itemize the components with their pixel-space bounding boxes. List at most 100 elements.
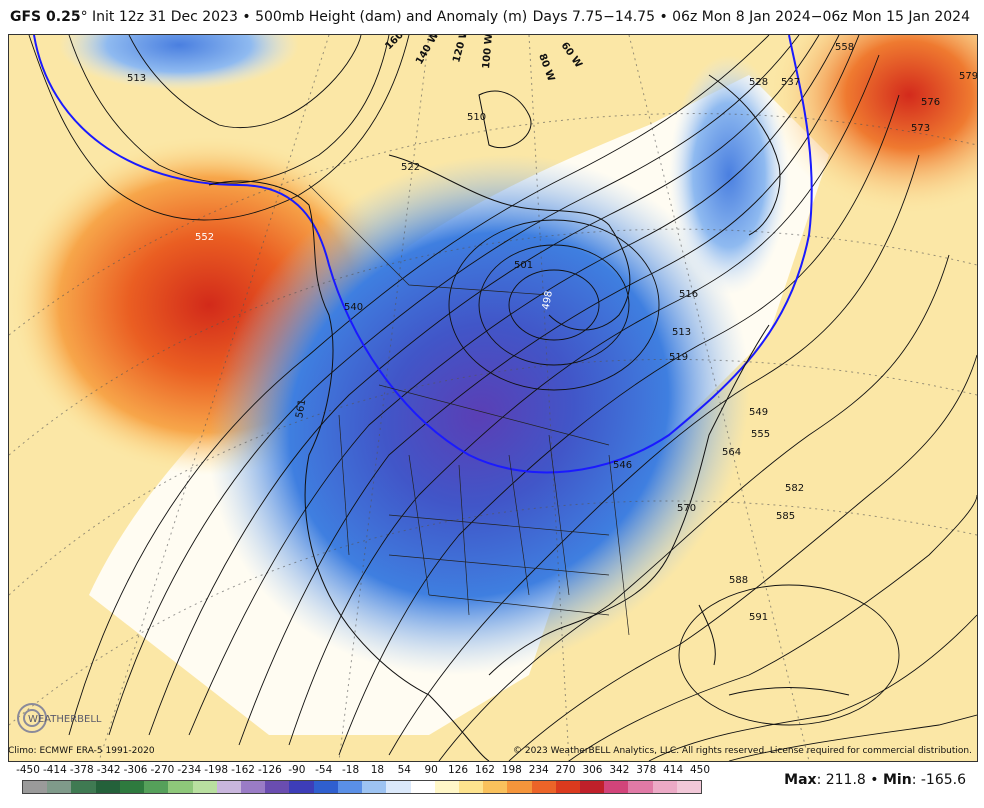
title-bar: GFS 0.25° Init 12z 31 Dec 2023 • 500mb H…: [0, 0, 984, 34]
colorbar-swatch: [580, 781, 605, 793]
colorbar-tick-label: -270: [150, 764, 175, 776]
colorbar-swatch: [192, 781, 217, 793]
colorbar-tick-label: 54: [397, 764, 411, 776]
contour-label: 570: [677, 503, 696, 514]
colorbar-tick-label: -234: [177, 764, 202, 776]
weatherbell-swirl-icon: WEATHERBELL: [17, 703, 102, 733]
colorbar-tick-label: -306: [123, 764, 148, 776]
contour-label: 564: [722, 447, 741, 458]
colorbar-tick-label: 378: [636, 764, 657, 776]
colorbar-swatch: [119, 781, 145, 793]
colorbar-swatch: [289, 781, 314, 793]
colorbar-swatch: [240, 781, 266, 793]
colorbar-tick-label: -90: [288, 764, 306, 776]
colorbar-tick-label: -18: [341, 764, 360, 776]
contour-label: 582: [785, 483, 804, 494]
graticule: [9, 35, 977, 761]
climo-note: Climo: ECMWF ERA-5 1991-2020: [8, 746, 155, 756]
colorbar-swatch: [604, 781, 629, 793]
colorbar-swatch: [676, 781, 702, 793]
colorbar-swatch: [555, 781, 581, 793]
init-time: Init 12z 31 Dec 2023: [92, 9, 238, 25]
colorbar-swatch: [168, 781, 193, 793]
colorbar-tick-label: 18: [370, 764, 385, 776]
contour-label: 540: [344, 302, 363, 313]
colorbar-swatch: [410, 781, 435, 793]
height-contours: [28, 35, 977, 761]
contour-label: 561: [294, 398, 308, 419]
contour-label: 573: [911, 123, 930, 134]
degree-sign: °: [80, 9, 88, 25]
colorbar-tick-labels: -450 -414 -378 -342 -306 -270 -234 -198 -162 -126…: [8, 764, 710, 778]
contour-label: 528: [749, 77, 768, 88]
colorbar-swatch: [265, 781, 290, 793]
colorbar-tick-label: 342: [609, 764, 630, 776]
colorbar-swatch: [531, 781, 556, 793]
colorbar-tick-label: 414: [663, 764, 684, 776]
colorbar-tick-label: -126: [257, 764, 282, 776]
contour-label: 558: [835, 42, 854, 53]
map-panel: 513 498 501 510 513 516 519 522 528 537 …: [8, 34, 978, 762]
colorbar-swatch: [628, 781, 653, 793]
contour-label: 501: [514, 260, 533, 271]
copyright-note: © 2023 WeatherBELL Analytics, LLC. All r…: [513, 746, 972, 756]
max-label: Max: [784, 772, 817, 788]
contour-label: 513: [127, 73, 146, 84]
colorbar-swatch: [652, 781, 677, 793]
contour-label: 510: [467, 112, 486, 123]
colorbar-swatch: [313, 781, 338, 793]
greenland-negative-anomaly: [669, 55, 789, 295]
contour-label: 585: [776, 511, 795, 522]
colorbar-swatch: [458, 781, 484, 793]
colorbar-swatch: [386, 781, 411, 793]
colorbar-tick-label: 234: [528, 764, 549, 776]
trough-negative-anomaly: [208, 154, 750, 676]
weatherbell-logo: WEATHERBELL: [14, 698, 104, 738]
contour-label: 522: [401, 162, 420, 173]
logo-text: WEATHERBELL: [28, 714, 102, 725]
contour-label: 579: [959, 71, 977, 82]
coastlines: [208, 74, 850, 761]
contour-label: 519: [669, 352, 688, 363]
contour-label: 546: [613, 460, 632, 471]
contour-label-group: 513 498 501 510 513 516 519 522 528 537 …: [127, 42, 977, 623]
contour-label: 591: [749, 612, 768, 623]
colorbar-swatch: [47, 781, 72, 793]
min-value: : -165.6: [911, 772, 966, 788]
product-name: 500mb Height (dam) and Anomaly (m): [255, 9, 528, 25]
colorbar-swatch: [95, 781, 120, 793]
colorbar-tick-label: -414: [42, 764, 67, 776]
contour-label: 513: [672, 327, 691, 338]
contour-label: 552: [195, 232, 214, 243]
contour-label: 516: [679, 289, 698, 300]
colorbar-tick-label: -54: [315, 764, 333, 776]
colorbar-tick-label: 162: [474, 764, 495, 776]
max-value: : 211.8: [816, 772, 866, 788]
contour-label: 576: [921, 97, 940, 108]
arctic-negative-anomaly: [59, 35, 299, 90]
colorbar-tick-label: -378: [69, 764, 94, 776]
colorbar-swatch: [483, 781, 508, 793]
anomaly-map: 513 498 501 510 513 516 519 522 528 537 …: [9, 35, 977, 761]
colorbar-swatch: [337, 781, 363, 793]
model-name: GFS 0.25: [10, 9, 81, 25]
contour-label: 498: [541, 290, 555, 311]
max-min-separator: •: [865, 772, 883, 788]
min-label: Min: [882, 772, 912, 788]
colorbar-swatch: [144, 781, 169, 793]
contour-label: 588: [729, 575, 748, 586]
valid-period: Days 7.75−14.75 • 06z Mon 8 Jan 2024−06z…: [532, 9, 970, 25]
political-borders: [308, 184, 630, 636]
colorbar-swatch: [362, 781, 387, 793]
colorbar-tick-label: 198: [501, 764, 522, 776]
colorbar-tick-label: 306: [582, 764, 603, 776]
colorbar-swatch: [23, 781, 48, 793]
colorbar-tick-label: 90: [424, 764, 438, 776]
contour-label: 549: [749, 407, 768, 418]
atlantic-positive-anomaly: [769, 35, 977, 215]
colorbar-swatch: [507, 781, 532, 793]
max-min-readout: Max: 211.8 • Min: -165.6: [784, 772, 966, 788]
colorbar: [22, 780, 702, 794]
colorbar-swatch: [216, 781, 241, 793]
colorbar-tick-label: -342: [96, 764, 121, 776]
